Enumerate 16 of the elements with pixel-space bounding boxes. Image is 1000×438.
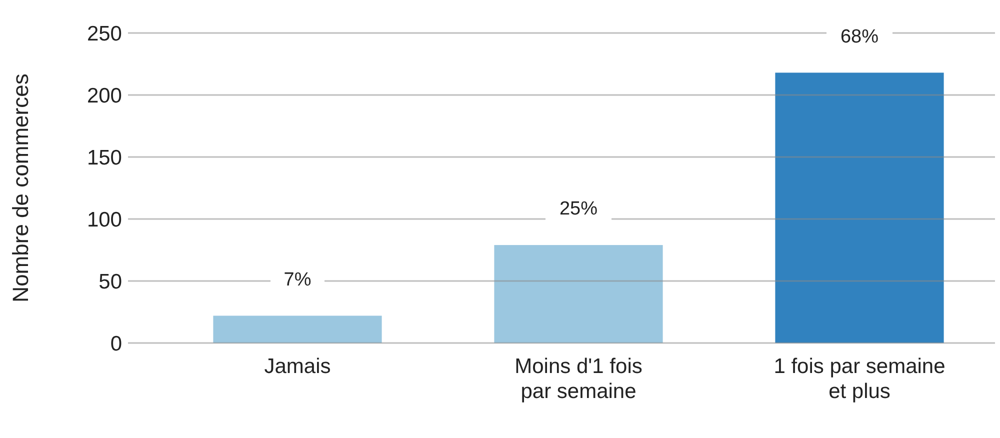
bar bbox=[775, 72, 944, 343]
y-tick-label: 200 bbox=[86, 84, 122, 108]
bar bbox=[494, 245, 663, 343]
y-axis-title: Nombre de commerces bbox=[8, 74, 33, 302]
annotation: 25% bbox=[559, 198, 598, 220]
y-tick-label: 150 bbox=[86, 146, 122, 170]
y-tick-label: 50 bbox=[98, 270, 122, 294]
bar bbox=[213, 316, 382, 343]
y-tick-label: 100 bbox=[86, 208, 122, 232]
x-tick-label: Moins d'1 fois par semaine bbox=[514, 355, 642, 403]
x-tick-label: Jamais bbox=[264, 355, 331, 378]
annotation: 7% bbox=[284, 269, 312, 290]
y-tick-label: 0 bbox=[110, 332, 122, 356]
x-tick-label: 1 fois par semaine et plus bbox=[774, 355, 946, 403]
y-tick-label: 250 bbox=[86, 22, 122, 46]
annotation: 68% bbox=[840, 26, 879, 48]
